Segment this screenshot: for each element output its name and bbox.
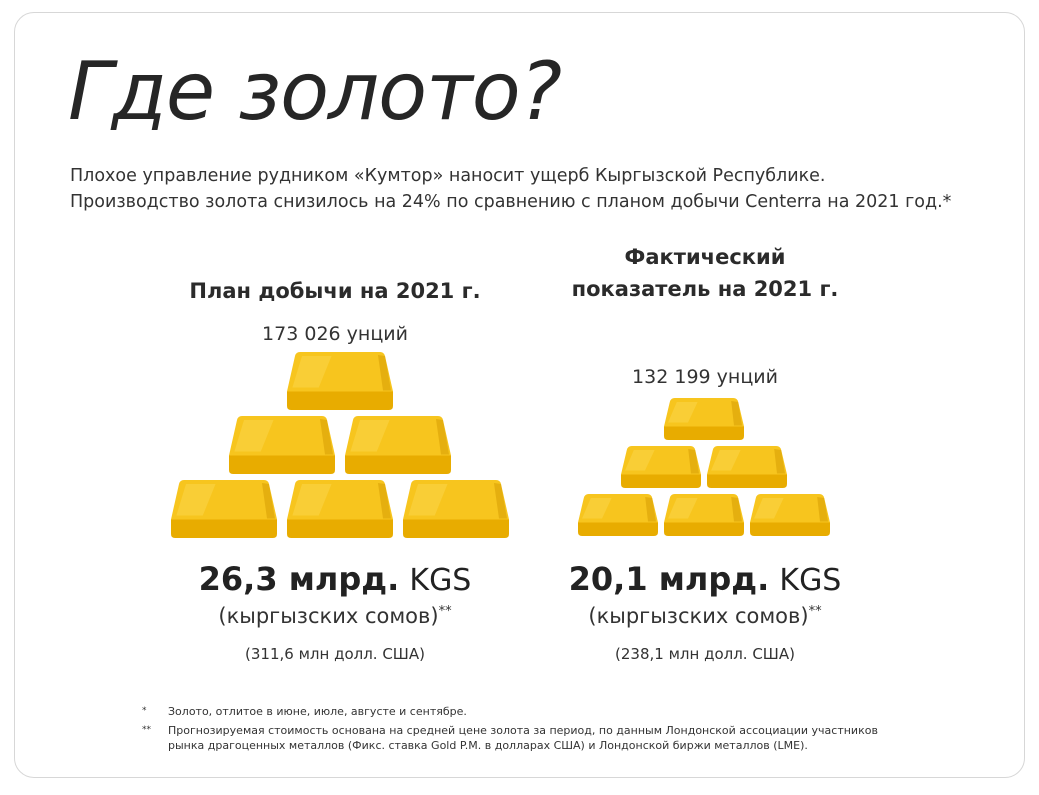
footnote-1-mark: * xyxy=(142,706,147,716)
plan-heading: План добычи на 2021 г. xyxy=(189,279,481,303)
subtitle-line-2: Производство золота снизилось на 24% по … xyxy=(70,192,952,212)
actual-gold-bar-6 xyxy=(750,494,830,536)
footnote-2-text: Прогнозируемая стоимость основана на сре… xyxy=(168,724,878,752)
footnote-1-text: Золото, отлитое в июне, июле, августе и … xyxy=(168,705,467,718)
plan-amount-currency: KGS xyxy=(409,563,472,598)
subtitle: Плохое управление рудником «Кумтор» нано… xyxy=(70,163,1010,215)
plan-gold-bar-5 xyxy=(287,480,393,538)
actual-amount: 20,1 млрд. KGS xyxy=(510,560,900,598)
actual-currency-full: (кыргызских сомов)** xyxy=(510,604,900,628)
footnotes: * Золото, отлитое в июне, июле, августе … xyxy=(142,704,902,757)
footnote-2: ** Прогнозируемая стоимость основана на … xyxy=(142,723,902,753)
actual-usd: (238,1 млн долл. США) xyxy=(615,645,795,663)
plan-gold-bar-3 xyxy=(345,416,451,474)
actual-ounces: 132 199 унций xyxy=(632,366,778,388)
actual-heading-line-1: Фактический xyxy=(624,245,786,269)
plan-gold-bar-4 xyxy=(171,480,277,538)
actual-currency-mark: ** xyxy=(808,604,822,619)
actual-gold-bar-4 xyxy=(578,494,658,536)
actual-gold-bars xyxy=(578,398,830,536)
actual-gold-bar-3 xyxy=(707,446,787,488)
plan-gold-bar-1 xyxy=(287,352,393,410)
actual-amount-number: 20,1 млрд. xyxy=(568,560,770,598)
subtitle-line-1: Плохое управление рудником «Кумтор» нано… xyxy=(70,166,826,186)
plan-gold-bar-2 xyxy=(229,416,335,474)
plan-currency-full: (кыргызских сомов)** xyxy=(140,604,530,628)
plan-gold-bar-6 xyxy=(403,480,509,538)
plan-currency-mark: ** xyxy=(438,604,452,619)
infographic-card xyxy=(14,12,1025,778)
actual-gold-bar-1 xyxy=(664,398,744,440)
actual-heading: Фактический показатель на 2021 г. xyxy=(510,241,900,305)
plan-ounces: 173 026 унций xyxy=(262,323,408,345)
actual-gold-bar-2 xyxy=(621,446,701,488)
footnote-1: * Золото, отлитое в июне, июле, августе … xyxy=(142,704,902,719)
plan-gold-bars xyxy=(171,352,509,538)
plan-currency-text: (кыргызских сомов) xyxy=(218,604,439,628)
plan-usd: (311,6 млн долл. США) xyxy=(245,645,425,663)
plan-amount: 26,3 млрд. KGS xyxy=(140,560,530,598)
footnote-2-mark: ** xyxy=(142,725,151,735)
actual-gold-bar-5 xyxy=(664,494,744,536)
actual-amount-currency: KGS xyxy=(779,563,842,598)
plan-amount-number: 26,3 млрд. xyxy=(198,560,400,598)
actual-heading-line-2: показатель на 2021 г. xyxy=(571,277,839,301)
page-title: Где золото? xyxy=(68,45,562,138)
actual-currency-text: (кыргызских сомов) xyxy=(588,604,809,628)
